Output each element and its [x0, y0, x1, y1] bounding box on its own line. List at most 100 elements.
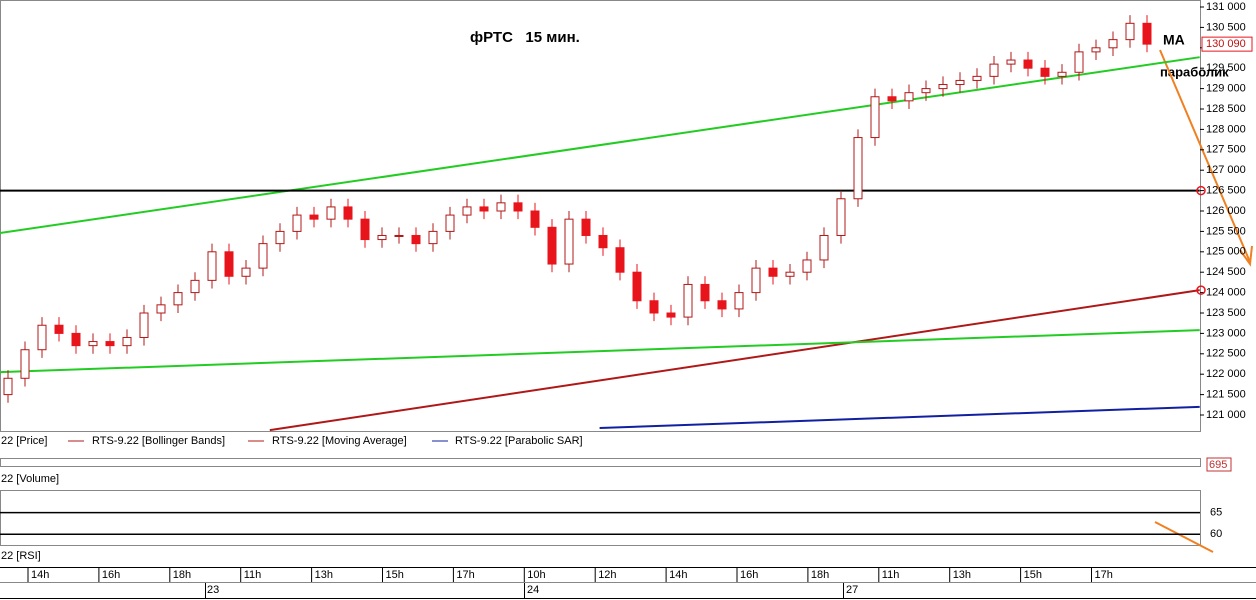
candle-body [105, 341, 115, 347]
candle-body [904, 92, 914, 102]
trendline [269, 289, 1200, 432]
arrow [1154, 521, 1214, 553]
candle-body [377, 234, 387, 241]
last-price-box [1201, 36, 1253, 52]
y-tick-label: 131 000 [1206, 1, 1246, 13]
rsi-label: 22 [RSI] [1, 550, 41, 562]
y-tick-label: 123 500 [1206, 307, 1246, 319]
candle-body [411, 234, 421, 245]
y-tick-label: 122 000 [1206, 368, 1246, 380]
candle-body [258, 243, 268, 269]
candle-body [1057, 71, 1067, 77]
candle-body [1040, 67, 1050, 77]
y-tick-label: 124 500 [1206, 266, 1246, 278]
candle-body [836, 198, 846, 236]
candle-body [1023, 59, 1033, 69]
candle-body [173, 292, 183, 306]
y-tick-label: 127 500 [1206, 144, 1246, 156]
x-tick-label: 16h [102, 569, 120, 581]
candle-body [1091, 47, 1101, 53]
candle-body [530, 210, 540, 228]
candle-body [37, 324, 47, 351]
candle-body [71, 332, 81, 347]
y-tick-label: 126 500 [1206, 185, 1246, 197]
candle-body [768, 267, 778, 277]
day-label: 24 [527, 584, 539, 596]
volume-panel [0, 458, 1201, 467]
y-tick-label: 127 000 [1206, 164, 1246, 176]
arrow [1159, 49, 1251, 263]
y-tick-label: 121 000 [1206, 409, 1246, 421]
y-tick-label: 124 000 [1206, 287, 1246, 299]
candle-body [122, 336, 132, 347]
rsi-panel [0, 490, 1201, 546]
candle-body [445, 214, 455, 232]
candle-body [428, 230, 438, 245]
candle-body [785, 271, 795, 277]
trendline-handle [1196, 185, 1206, 196]
volume-value: 695 [1209, 459, 1227, 471]
y-tick-label: 128 500 [1206, 103, 1246, 115]
candle-body [955, 79, 965, 86]
y-tick-label: 121 500 [1206, 389, 1246, 401]
x-tick-label: 14h [669, 569, 687, 581]
x-tick-label: 10h [527, 569, 545, 581]
candle-body [921, 88, 931, 94]
candle-body [1108, 39, 1118, 49]
rsi-tick-label: 60 [1210, 528, 1222, 540]
candle-body [683, 283, 693, 318]
candle-body [547, 226, 557, 265]
candle-body [207, 251, 217, 281]
x-tick-label: 13h [315, 569, 333, 581]
day-label: 23 [207, 584, 219, 596]
last-price-label: 130 090 [1206, 38, 1246, 50]
candle-body [360, 218, 370, 241]
candle-body [343, 206, 353, 220]
candle-body [139, 312, 149, 338]
trendline [599, 405, 1200, 430]
x-tick-label: 15h [386, 569, 404, 581]
candle-body [479, 206, 489, 212]
candle-body [802, 259, 812, 273]
trendline [0, 56, 1200, 235]
y-tick-label: 125 000 [1206, 246, 1246, 258]
candle-body [513, 202, 523, 212]
candle-body [615, 247, 625, 273]
candle-body [581, 218, 591, 236]
candle-body [1074, 51, 1084, 73]
volume-label: 22 [Volume] [1, 473, 59, 485]
candle-body [20, 349, 30, 379]
candle-body [819, 234, 829, 261]
y-tick-label: 129 000 [1206, 83, 1246, 95]
candle-body [292, 214, 302, 232]
y-tick-label: 126 000 [1206, 205, 1246, 217]
x-tick-label: 12h [598, 569, 616, 581]
legend-label: 22 [Price] [1, 435, 47, 447]
rsi-tick-label: 65 [1210, 507, 1222, 519]
y-tick-label: 128 000 [1206, 123, 1246, 135]
candle-body [496, 202, 506, 212]
candle-body [989, 63, 999, 77]
trendline [0, 329, 1200, 374]
candle-body [309, 214, 319, 220]
candle-body [54, 324, 64, 334]
y-tick-label: 122 500 [1206, 348, 1246, 360]
candle-body [649, 300, 659, 314]
candle-body [394, 234, 404, 237]
candle-body [598, 234, 608, 249]
candle-body [853, 137, 863, 200]
x-tick-label: 11h [882, 569, 900, 581]
legend-label: RTS-9.22 [Parabolic SAR] [455, 435, 583, 447]
arrow-head [1239, 245, 1253, 267]
candle-body [887, 96, 897, 102]
annotation: параболик [1160, 64, 1229, 79]
legend-label: RTS-9.22 [Bollinger Bands] [92, 435, 225, 447]
y-tick-label: 125 500 [1206, 225, 1246, 237]
candle-body [751, 267, 761, 294]
candle-body [1142, 22, 1152, 45]
chart-title: фРТС 15 мин. [470, 29, 580, 46]
candle-body [462, 206, 472, 216]
volume-value-box [1206, 457, 1232, 472]
candle-body [564, 218, 574, 265]
